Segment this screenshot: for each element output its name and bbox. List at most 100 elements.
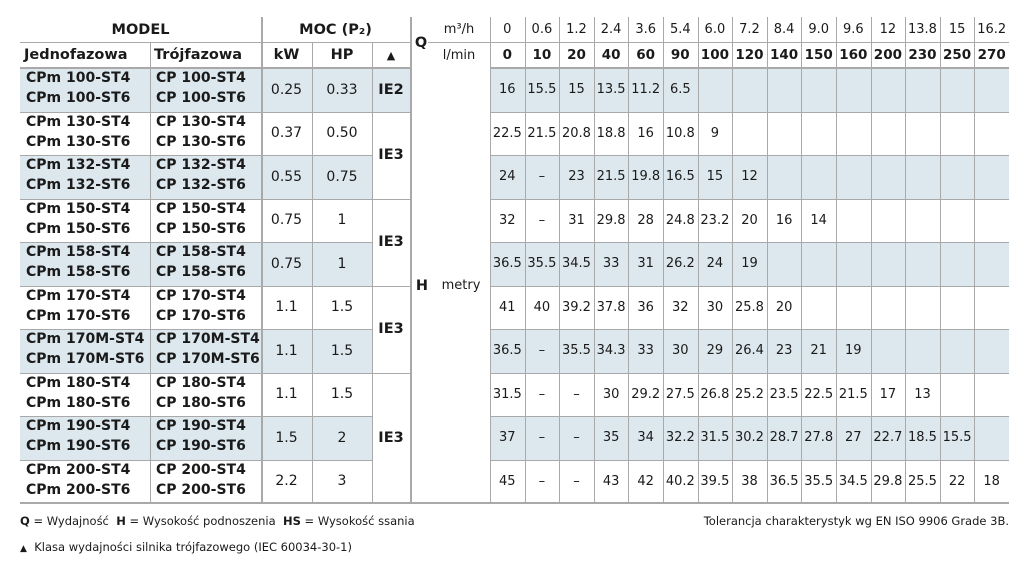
model-name: CPm 100-ST4 [26, 70, 131, 86]
model-name: CP 170M-ST4 [156, 331, 260, 347]
head-value: 35.5 [527, 256, 557, 272]
row-shade-left [20, 68, 372, 112]
model-name: CPm 100-ST6 [26, 90, 131, 106]
flow-m3h-value: 5.4 [669, 22, 691, 37]
grid-vline [939, 17, 941, 503]
grid-hline [490, 416, 1009, 417]
head-value: 40.2 [665, 473, 695, 489]
flow-m3h-value: 6.0 [704, 22, 726, 37]
grid-vline [312, 42, 313, 503]
head-value: – [538, 430, 546, 446]
head-value: 34.5 [838, 473, 868, 489]
single-phase-header: Jednofazowa [24, 47, 128, 63]
m3h-label: m³/h [443, 22, 475, 37]
model-name: CPm 190-ST6 [26, 438, 131, 454]
head-value: 26.8 [700, 386, 730, 402]
model-name: CPm 130-ST4 [26, 113, 131, 130]
grid-hline [20, 42, 410, 43]
head-value: 27.5 [665, 386, 695, 402]
head-value: 24.8 [665, 212, 695, 228]
pump-performance-table: MODEL MOC (P₂) Jednofazowa Trójfazowa kW HP ▲ Q… [20, 17, 1009, 504]
head-value: 15.5 [527, 82, 557, 98]
head-value: 17 [879, 386, 897, 402]
head-value: 30 [706, 299, 724, 315]
row-shade-right [490, 68, 1009, 112]
grid-hline [372, 372, 410, 374]
flow-m3h-value: 9.6 [842, 22, 864, 37]
grid-vline [697, 17, 699, 503]
single-phase-model: CPm 170M-ST4 CPm 170M-ST6 [20, 329, 150, 373]
flow-m3h-value: 15 [948, 22, 966, 37]
head-value: 34.3 [596, 343, 626, 359]
head-value: 15.5 [942, 430, 972, 446]
flow-m3h-value: 0 [503, 22, 512, 37]
grid-vline [410, 17, 412, 503]
grid-vline [870, 17, 872, 503]
head-value: 34 [637, 430, 654, 446]
hp-value: 1.5 [330, 386, 354, 403]
model-name: CP 158-ST4 [156, 244, 246, 260]
flow-lmin-value: 90 [670, 47, 690, 63]
grid-hline [20, 155, 372, 156]
grid-hline [20, 459, 372, 461]
model-name: CPm 170-ST6 [26, 307, 131, 324]
head-value: 18 [983, 473, 1000, 489]
head-value: 9 [710, 125, 720, 141]
tolerance-note: Tolerancja charakterystyk wg EN ISO 9906… [703, 514, 1009, 528]
grid-hline [490, 67, 1009, 69]
head-value: – [538, 473, 546, 489]
three-phase-model: CP 190-ST4 CP 190-ST6 [150, 416, 261, 460]
ie-shade [372, 68, 410, 112]
head-value: 22 [948, 473, 966, 489]
grid-hline [490, 198, 1009, 200]
grid-hline [20, 329, 372, 330]
row-shade-left [20, 242, 372, 286]
head-value: 36.5 [492, 343, 522, 359]
head-value: 19 [845, 343, 862, 359]
row-shade-left [20, 329, 372, 373]
grid-vline [663, 17, 664, 503]
head-value: 15 [568, 82, 585, 98]
model-name: CP 190-ST6 [156, 438, 246, 454]
head-value: 32 [499, 212, 516, 228]
head-value: 16 [637, 125, 654, 141]
single-phase-model: CPm 180-ST4 CPm 180-ST6 [20, 373, 150, 417]
head-value: 33 [602, 256, 620, 272]
head-value: – [573, 430, 580, 446]
flow-m3h-value: 16.2 [977, 22, 1007, 37]
three-phase-model: CP 200-ST4 CP 200-ST6 [150, 460, 261, 504]
single-phase-model: CPm 200-ST4 CPm 200-ST6 [20, 460, 150, 504]
head-value: 28 [637, 212, 654, 228]
model-name: CP 158-ST6 [156, 264, 246, 280]
head-value: 15 [706, 169, 724, 185]
model-name: CP 100-ST6 [156, 90, 246, 106]
row-shade-left [20, 155, 372, 199]
grid-vline [593, 17, 595, 503]
head-value: – [573, 386, 580, 402]
grid-vline [372, 42, 373, 503]
flow-m3h-value: 7.2 [739, 22, 760, 37]
model-name: CP 150-ST4 [156, 200, 246, 217]
head-value: 20.8 [562, 125, 591, 141]
flow-lmin-value: 270 [977, 47, 1006, 63]
hp-value: 1.5 [330, 299, 354, 316]
grid-vline [732, 17, 734, 503]
ie-class-label: IE3 [378, 429, 404, 446]
head-value: 24 [499, 169, 516, 185]
head-value: 30.2 [735, 430, 764, 446]
grid-hline [20, 502, 1009, 504]
ie-class-label: IE2 [378, 81, 404, 98]
hp-value: 3 [337, 473, 347, 490]
three-phase-header: Trójfazowa [154, 47, 243, 63]
head-value: 26.4 [735, 343, 764, 359]
hp-value: 1.5 [330, 342, 354, 359]
h-label: H [415, 277, 429, 294]
head-value: 28.7 [769, 430, 799, 446]
flow-m3h-value: 3.6 [635, 22, 657, 37]
head-value: 31 [568, 212, 585, 228]
flow-m3h-value: 12 [879, 22, 897, 37]
head-value: – [538, 343, 546, 359]
flow-lmin-value: 120 [735, 47, 764, 63]
head-value: 10.8 [665, 125, 695, 141]
legend-line: Q = Wydajność H = Wysokość podnoszenia H… [20, 514, 415, 528]
